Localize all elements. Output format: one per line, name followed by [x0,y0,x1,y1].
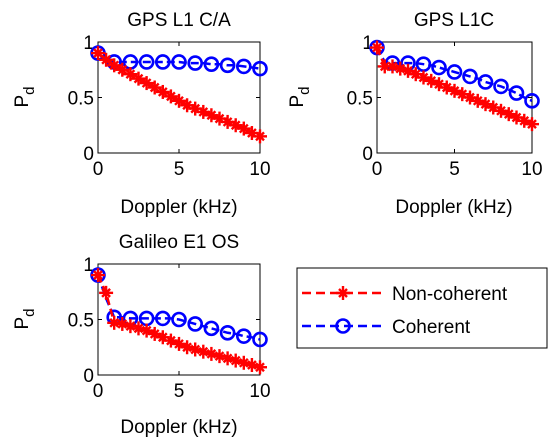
x-tick-label: 10 [249,159,270,180]
data-point [203,320,220,337]
x-tick-label: 5 [174,159,185,180]
legend-marker-non-coherent [336,286,350,300]
data-point [524,93,540,109]
x-tick-label: 10 [521,159,542,180]
svg-text:Pd: Pd [12,308,38,329]
data-point [91,46,105,61]
legend: Non-coherent Coherent [296,267,548,349]
plot-area: 0 5 10 0 0.5 1 [68,33,271,180]
y-tick-label: 0.5 [347,89,373,110]
series-line [96,274,261,341]
series-line [375,47,533,102]
y-tick-label: 0.5 [68,311,94,332]
series-coherent [90,45,268,77]
y-axis-label: Pd [12,308,38,329]
x-axis-label: Doppler (kHz) [120,197,237,218]
y-tick-label: 1 [83,33,94,54]
data-point [446,64,463,80]
legend-entry-coherent: Coherent [302,317,471,338]
data-point [99,285,114,300]
y-tick-label: 0 [83,366,94,387]
data-point [253,129,267,144]
y-axis-label: Pd [287,86,313,107]
data-point [253,360,267,375]
subplot-title: Galileo E1 OS [119,232,239,253]
data-point [107,315,122,330]
subplot-galileo-e1-os: Galileo E1 OS 0 5 10 0 0.5 1 Pd Doppler (kHz) [12,232,271,438]
data-point [131,71,146,86]
data-point [477,74,494,90]
data-point [370,40,384,55]
data-point [155,310,171,327]
series-non-coherent [370,40,539,132]
legend-label-non-coherent: Non-coherent [392,284,508,305]
data-point [252,60,268,77]
y-axis-label-main: P [12,317,33,330]
y-tick-label: 0.5 [68,89,94,110]
x-tick-label: 0 [372,159,383,180]
y-axis-label-subscript: d [21,86,38,94]
data-point [236,121,251,136]
data-point [252,331,268,348]
data-point [236,328,252,344]
data-point [203,56,220,72]
y-axis-label: Pd [12,86,38,107]
series-non-coherent [91,268,267,375]
subplot-title: GPS L1C [414,10,494,31]
data-point [525,117,539,132]
x-tick-label: 5 [449,159,460,180]
data-point [219,57,236,74]
legend-entry-non-coherent: Non-coherent [302,284,508,305]
y-tick-label: 0 [83,144,94,165]
x-tick-label: 5 [174,381,185,402]
x-tick-label: 0 [93,381,104,402]
data-point [501,107,516,122]
data-point [508,85,525,101]
y-axis-label-main: P [287,95,308,108]
subplot-gps-l1c: GPS L1C 0 5 10 0 0.5 1 Pd Doppler (kHz) [287,10,543,218]
series-non-coherent [91,46,267,144]
x-tick-label: 10 [249,381,270,402]
plot-area: 0 5 10 0 0.5 1 [347,33,543,180]
subplot-title: GPS L1 C/A [127,10,231,31]
svg-text:Pd: Pd [287,86,313,107]
legend-marker-coherent [335,318,351,334]
data-point [431,59,447,76]
data-point [155,54,171,70]
legend-marker-shape [336,286,350,300]
y-tick-label: 1 [362,33,373,54]
legend-marker-shape [335,318,351,334]
data-point [187,316,203,332]
data-point [236,58,252,75]
data-point [91,268,105,283]
svg-text:Pd: Pd [12,86,38,107]
data-point [99,52,114,67]
data-point [187,55,203,71]
y-tick-label: 0 [362,144,373,165]
data-point [462,68,478,85]
plot-area: 0 5 10 0 0.5 1 [68,255,271,402]
x-axis-label: Doppler (kHz) [395,197,512,218]
data-point [171,54,187,70]
subplot-gps-l1-ca: GPS L1 C/A 0 5 10 0 0.5 1 Pd Doppler (kHz) [12,10,271,218]
legend-label-coherent: Coherent [392,317,471,338]
data-point [171,311,187,328]
y-axis-label-subscript: d [21,308,38,316]
x-axis-label: Doppler (kHz) [120,417,237,438]
y-axis-label-main: P [12,95,33,108]
data-point [493,78,509,95]
data-point [219,325,236,341]
y-axis-label-subscript: d [296,86,313,94]
legend-box [296,267,548,349]
data-point [138,54,155,70]
y-tick-label: 1 [83,255,94,276]
x-tick-label: 0 [93,159,104,180]
